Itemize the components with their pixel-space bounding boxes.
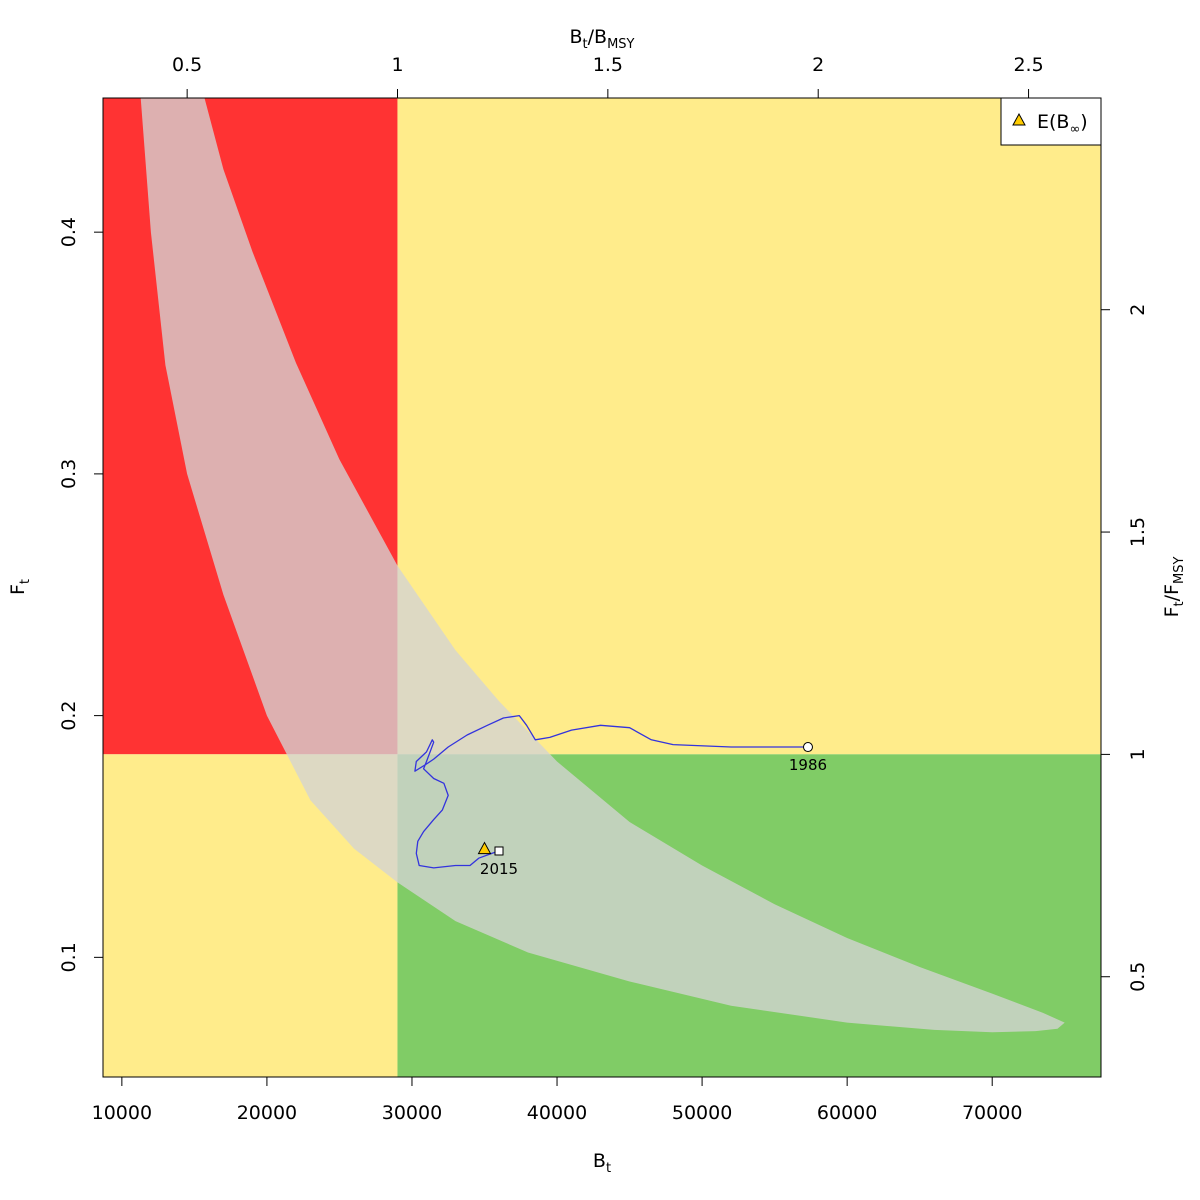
y-axis-left-title: Ft bbox=[7, 579, 33, 595]
y-left-tick-label: 0.4 bbox=[58, 217, 80, 247]
x-bottom-tick-label: 30000 bbox=[382, 1102, 442, 1124]
plot-area: 1986 2015 bbox=[102, 97, 1102, 1078]
plot-frame bbox=[102, 97, 1102, 1078]
x-bottom-tick-label: 50000 bbox=[672, 1102, 732, 1124]
x-top-tick-label: 0.5 bbox=[172, 54, 202, 76]
y-right-tick-label: 1.5 bbox=[1127, 517, 1149, 547]
x-top-tick-label: 1 bbox=[391, 54, 403, 76]
y-left-tick-label: 0.1 bbox=[58, 942, 80, 972]
x-bottom-tick-label: 70000 bbox=[962, 1102, 1022, 1124]
y-axis-left: 0.1 0.2 0.3 0.4 bbox=[58, 217, 103, 972]
trajectory-line bbox=[414, 714, 808, 869]
start-point-marker bbox=[802, 742, 813, 753]
y-right-tick-label: 1 bbox=[1127, 748, 1149, 760]
end-point-marker bbox=[494, 846, 504, 856]
x-axis-top-title: Bt/BMSY bbox=[569, 26, 634, 52]
zone-caution-overfishing bbox=[397, 98, 1101, 755]
x-bottom-tick-label: 60000 bbox=[817, 1102, 877, 1124]
legend-label: E(B∞) bbox=[1037, 111, 1088, 137]
start-point-label: 1986 bbox=[789, 756, 827, 774]
x-axis-top: 0.5 1 1.5 2 2.5 bbox=[172, 54, 1044, 98]
end-point-label: 2015 bbox=[480, 860, 518, 878]
x-bottom-tick-label: 10000 bbox=[92, 1102, 152, 1124]
y-right-tick-label: 2 bbox=[1127, 304, 1149, 316]
y-left-tick-label: 0.2 bbox=[58, 701, 80, 731]
x-top-tick-label: 2 bbox=[812, 54, 824, 76]
expected-equilibrium-marker bbox=[477, 841, 492, 855]
y-axis-right: 0.5 1 1.5 2 bbox=[1101, 304, 1149, 992]
confidence-region bbox=[140, 98, 1065, 1033]
x-axis-bottom-title: Bt bbox=[593, 1150, 611, 1176]
legend-box bbox=[1000, 97, 1102, 146]
legend: E(B∞) bbox=[1000, 97, 1102, 146]
x-top-tick-label: 1.5 bbox=[593, 54, 623, 76]
x-bottom-tick-label: 20000 bbox=[237, 1102, 297, 1124]
x-bottom-tick-label: 40000 bbox=[527, 1102, 587, 1124]
x-top-tick-label: 2.5 bbox=[1013, 54, 1043, 76]
y-right-tick-label: 0.5 bbox=[1127, 962, 1149, 992]
x-axis-bottom: 10000 20000 30000 40000 50000 60000 70000 bbox=[92, 1077, 1022, 1124]
legend-triangle-icon bbox=[1012, 112, 1026, 126]
y-axis-right-title: Ft/FMSY bbox=[1161, 557, 1187, 618]
y-left-tick-label: 0.3 bbox=[58, 459, 80, 489]
